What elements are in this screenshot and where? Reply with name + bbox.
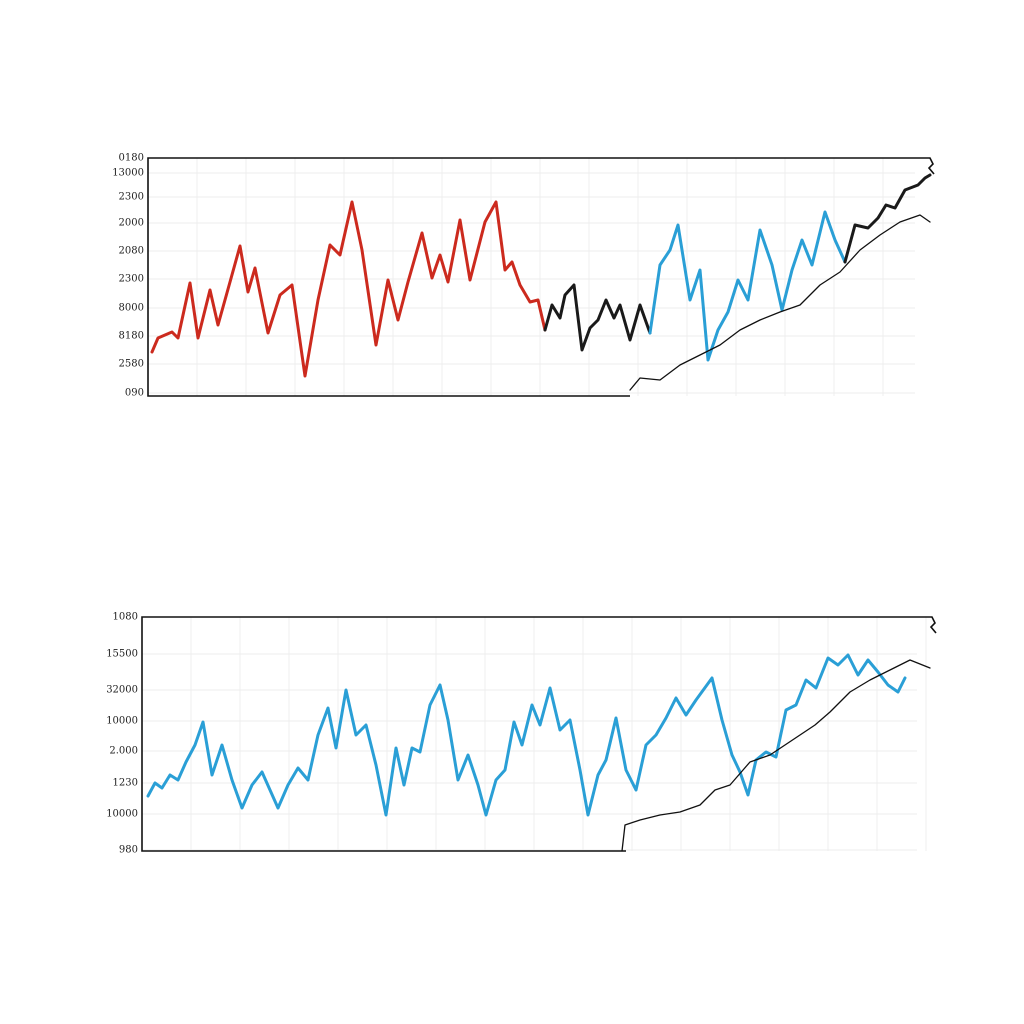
data-line [543, 283, 652, 352]
y-tick-label: 2300 [119, 192, 144, 203]
y-tick-label: 2080 [119, 246, 144, 257]
y-tick-label: 15500 [106, 649, 138, 660]
data-line [648, 210, 847, 362]
y-tick-label: 2580 [119, 359, 144, 370]
y-tick-label: 2.000 [109, 746, 138, 757]
axis-frame [147, 157, 935, 397]
y-tick-label: 1230 [113, 778, 138, 789]
y-tick-label: 32000 [106, 685, 138, 696]
y-tick-label: 090 [125, 388, 144, 399]
data-line [843, 173, 932, 264]
y-tick-label: 2300 [119, 274, 144, 285]
y-tick-label: 8180 [119, 331, 144, 342]
y-tick-label: 0180 [119, 153, 144, 164]
data-line [146, 653, 907, 817]
data-line [629, 214, 931, 391]
y-tick-label: 980 [119, 845, 138, 856]
axis-frame [141, 616, 937, 852]
y-tick-label: 1080 [113, 612, 138, 623]
y-tick-label: 13000 [112, 168, 144, 179]
y-tick-label: 8000 [119, 303, 144, 314]
data-line [150, 200, 547, 378]
y-tick-label: 10000 [106, 809, 138, 820]
y-tick-label: 10000 [106, 716, 138, 727]
y-tick-label: 2000 [119, 218, 144, 229]
data-line [621, 659, 931, 852]
